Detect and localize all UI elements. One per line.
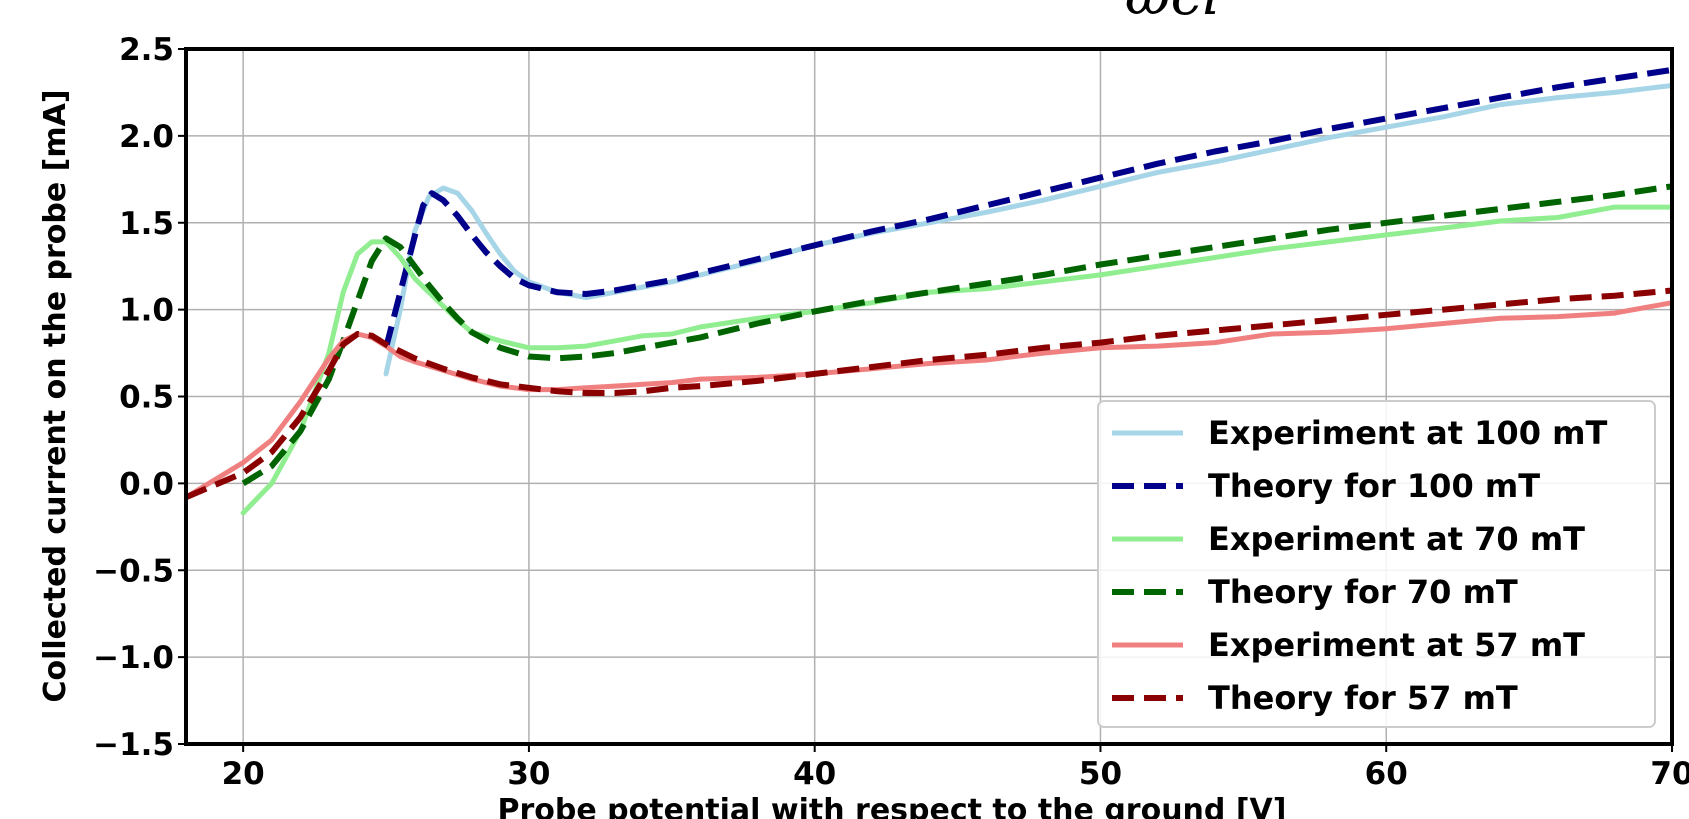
y-tick-label: 2.0: [119, 119, 174, 155]
y-tick-label: 0.0: [119, 466, 174, 502]
series-line-4: [241, 183, 1672, 486]
x-tick-label: 40: [793, 756, 836, 792]
legend-box: [1097, 400, 1656, 728]
series-line-3: [240, 204, 1672, 516]
legend-label: Theory for 70 mT: [1208, 573, 1518, 611]
y-tick-label: 1.5: [119, 206, 174, 242]
legend-label: Experiment at 100 mT: [1208, 414, 1607, 452]
x-axis-label: Probe potential with respect to the grou…: [498, 793, 1287, 819]
y-tick-label: −1.0: [93, 640, 174, 676]
series-lines: [186, 66, 1672, 516]
legend: Experiment at 100 mT Theory for 100 mT Exp…: [1097, 400, 1656, 728]
legend-label: Theory for 57 mT: [1208, 679, 1518, 717]
series-line-6: [186, 287, 1672, 501]
x-axis-ticks: 20 30 40 50 60 70: [222, 744, 1689, 792]
legend-label: Theory for 100 mT: [1208, 467, 1540, 505]
x-tick-label: 20: [222, 756, 265, 792]
x-tick-label: 70: [1650, 756, 1689, 792]
series-line-2: [383, 66, 1672, 349]
y-tick-label: −0.5: [93, 553, 174, 589]
y-tick-label: 2.5: [119, 32, 174, 68]
x-tick-label: 30: [507, 756, 550, 792]
y-axis-label: Collected current on the probe [mA]: [38, 89, 73, 702]
y-tick-label: −1.5: [93, 727, 174, 763]
top-title-fragment: −ωci−: [1078, 0, 1267, 28]
y-axis-ticks: −1.5 −1.0 −0.5 0.0 0.5 1.0 1.5 2.0 2.5: [93, 32, 186, 763]
series-line-1: [383, 83, 1672, 377]
legend-label: Experiment at 70 mT: [1208, 520, 1585, 558]
y-tick-label: 0.5: [119, 380, 174, 416]
x-tick-label: 60: [1365, 756, 1408, 792]
x-tick-label: 50: [1079, 756, 1122, 792]
y-tick-label: 1.0: [119, 293, 174, 329]
legend-label: Experiment at 57 mT: [1208, 626, 1585, 664]
